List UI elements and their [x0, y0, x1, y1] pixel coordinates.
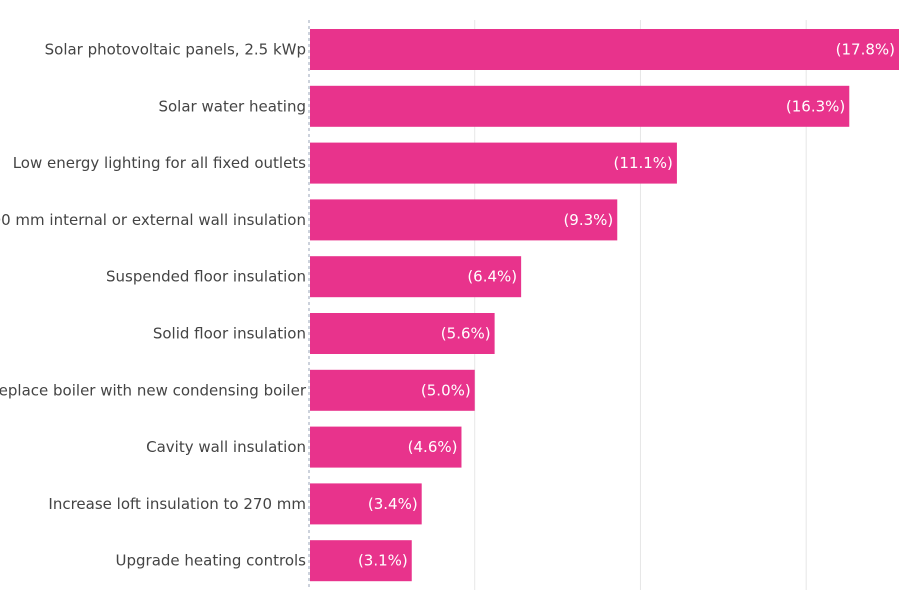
category-label: Low energy lighting for all fixed outlet…	[13, 154, 306, 172]
data-label: (4.6%)	[408, 438, 458, 456]
category-label: Solar water heating	[158, 97, 306, 115]
category-label: Solid floor insulation	[153, 325, 306, 343]
data-label: (11.1%)	[614, 154, 673, 172]
category-label: Replace boiler with new condensing boile…	[0, 381, 307, 399]
bar[interactable]	[310, 256, 522, 298]
category-label: Solar photovoltaic panels, 2.5 kWp	[45, 41, 306, 59]
category-label: Cavity wall insulation	[146, 438, 306, 456]
data-label: (3.1%)	[358, 552, 408, 570]
category-label: Suspended floor insulation	[106, 268, 306, 286]
category-labels: Solar photovoltaic panels, 2.5 kWp Solar …	[0, 41, 307, 570]
data-label: (17.8%)	[836, 41, 895, 59]
bar[interactable]	[310, 369, 475, 411]
category-label: Increase loft insulation to 270 mm	[48, 495, 306, 513]
data-label: (16.3%)	[786, 97, 845, 115]
bar[interactable]	[310, 426, 462, 468]
bar[interactable]	[310, 29, 899, 70]
data-label: (9.3%)	[563, 211, 613, 229]
bar[interactable]	[310, 313, 495, 354]
data-label: (3.4%)	[368, 495, 418, 513]
bar[interactable]	[310, 85, 850, 127]
data-label: (5.0%)	[421, 381, 471, 399]
bar[interactable]	[310, 142, 677, 184]
category-label: 100 mm internal or external wall insulat…	[0, 211, 306, 229]
data-label: (6.4%)	[467, 268, 517, 286]
bar[interactable]	[310, 540, 412, 582]
data-label: (5.6%)	[441, 325, 491, 343]
category-label: Upgrade heating controls	[116, 552, 307, 570]
bar[interactable]	[310, 199, 618, 241]
bars: (17.8%) (16.3%) (11.1%) (9.3%) (6.4%) (5.6%) (…	[310, 29, 899, 582]
bar[interactable]	[310, 483, 422, 525]
